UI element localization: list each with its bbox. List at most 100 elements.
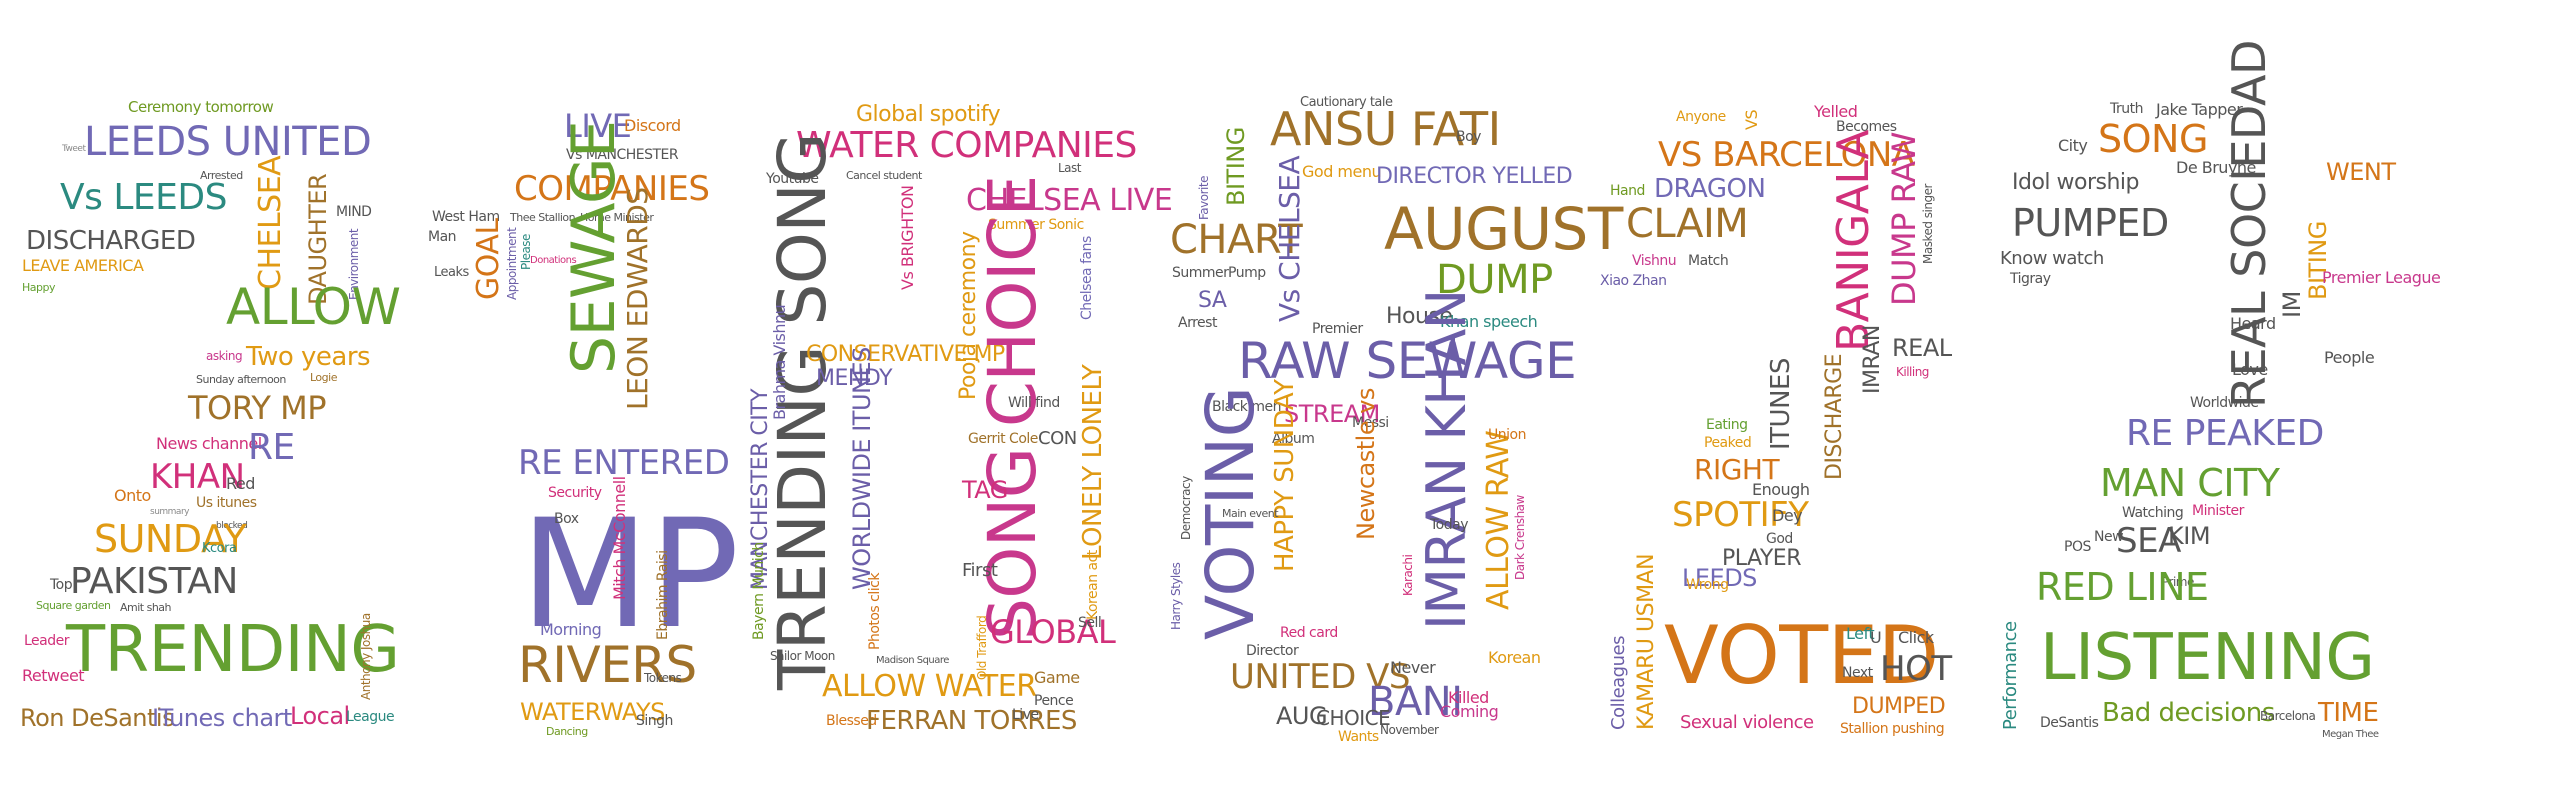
word: WENT <box>2326 158 2396 186</box>
word: Box <box>554 511 579 527</box>
word: Anthony Joshua <box>359 613 373 700</box>
word: Watching <box>2122 505 2184 521</box>
word: RAW SEWAGE <box>1238 332 1577 390</box>
word: Heard <box>2230 314 2276 333</box>
word: RIVERS <box>518 636 697 694</box>
word: Today <box>1430 517 1469 533</box>
word: Premier <box>1312 321 1363 337</box>
word: Democracy <box>1179 476 1193 540</box>
word: Vs BRIGHTON <box>898 185 917 290</box>
word: Colleagues <box>1608 636 1629 730</box>
word: Khan speech <box>1440 312 1538 331</box>
word: Will find <box>1008 395 1060 411</box>
word: God <box>1766 531 1793 547</box>
word: LEON EDWARDS <box>621 187 654 410</box>
word: Know watch <box>2000 248 2104 269</box>
word: Left <box>1846 624 1875 643</box>
word: House <box>1386 304 1453 329</box>
word: West Ham <box>432 209 500 225</box>
word: CONSERVATIVE MP <box>806 342 1005 367</box>
word: Red card <box>1280 625 1338 641</box>
word: U <box>1870 628 1882 647</box>
word: HOT <box>1880 649 1952 689</box>
word: Photos click <box>867 573 883 650</box>
word: PUMPED <box>2012 201 2169 245</box>
word: summary <box>150 507 189 517</box>
word: ALLOW RAW <box>1481 430 1516 610</box>
word: DISCHARGE <box>1822 353 1847 480</box>
word: CHELSEA LIVE <box>966 183 1173 218</box>
word: Hand <box>1610 183 1645 199</box>
word: ALLOW WATER <box>822 669 1037 704</box>
word: SONG <box>2098 117 2208 161</box>
word: Worldwide <box>2190 395 2259 411</box>
word: Happy <box>22 281 56 294</box>
word: Dey <box>1772 506 1803 525</box>
word: Tokens <box>644 671 682 685</box>
word: Sunday afternoon <box>196 373 286 386</box>
word: Korean act <box>1085 550 1101 620</box>
word: Stallion pushing <box>1840 721 1945 737</box>
word: People <box>2324 348 2375 367</box>
word: TRENDING <box>66 613 400 687</box>
word: Pump <box>1228 265 1266 281</box>
word: Chelsea fans <box>1079 236 1095 320</box>
word: LEAVE AMERICA <box>22 256 144 275</box>
word: GLOBAL <box>990 613 1116 651</box>
word: God menu <box>1302 162 1382 181</box>
word: VS <box>1742 109 1761 130</box>
word: Amit shah <box>120 601 172 614</box>
word: Top <box>50 577 73 593</box>
word: Vs CHELSEA <box>1273 155 1306 322</box>
word: BANI <box>1368 679 1463 725</box>
word: Cautionary tale <box>1300 95 1393 110</box>
word: Tweet <box>62 144 86 154</box>
word: Favorite <box>1197 176 1211 220</box>
word: SUNDAY <box>94 517 247 561</box>
word: Thee Stallion <box>510 211 576 224</box>
word: WORLDWIDE ITUNES <box>848 347 876 590</box>
word: REAL <box>1892 334 1952 362</box>
word: Blessed <box>826 713 877 729</box>
word: BITING <box>1222 127 1250 206</box>
word: Masked singer <box>1921 184 1935 264</box>
word: Man <box>428 229 457 245</box>
word: Enough <box>1752 480 1810 499</box>
word: Premier League <box>2322 268 2441 287</box>
word: Game <box>1034 668 1080 687</box>
word: IMRAN <box>1860 325 1885 394</box>
word: VOTED <box>1664 609 1939 702</box>
word: Arrest <box>1178 315 1217 331</box>
word: blocked <box>216 521 248 531</box>
word: DISCHARGED <box>26 226 196 256</box>
word: MAN CITY <box>2100 461 2280 505</box>
word: Kcora <box>202 541 237 556</box>
word: REAL SOCIEDAD <box>2222 40 2276 408</box>
word: AUG <box>1276 702 1328 730</box>
word: Discord <box>624 116 681 135</box>
word: Leader <box>24 633 70 649</box>
word: Bad decisions <box>2102 698 2275 728</box>
word: Truth <box>2110 101 2144 117</box>
word: November <box>1380 723 1439 737</box>
word: Global spotify <box>856 102 1001 127</box>
word: Wrong <box>1686 577 1729 593</box>
word: Dancing <box>546 725 588 738</box>
word: Killing <box>1896 365 1929 379</box>
word: Anyone <box>1676 109 1726 125</box>
word: Appointment <box>505 227 519 300</box>
word: Ebrahim Raisi <box>655 550 671 641</box>
word: SEA <box>2116 521 2181 561</box>
word: ALLOW <box>226 278 401 336</box>
word: Summer <box>1172 265 1229 281</box>
word: KIM <box>2168 522 2211 550</box>
word: Home Minister <box>580 211 654 224</box>
word: MENDY <box>816 366 893 391</box>
word: Wants <box>1338 729 1379 745</box>
word: Newcastle vs <box>1352 388 1380 540</box>
word: PAKISTAN <box>70 561 238 602</box>
word: BANIGALA <box>1828 130 1879 352</box>
word: Prime <box>2162 575 2194 589</box>
word: RED LINE <box>2036 565 2209 609</box>
